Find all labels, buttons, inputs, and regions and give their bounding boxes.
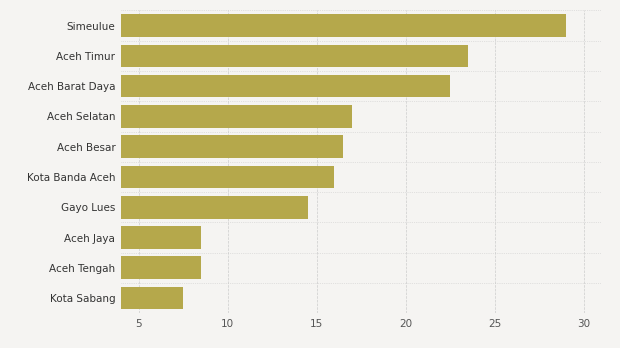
Bar — [50, 105, 352, 128]
Bar — [50, 287, 183, 309]
Bar — [50, 256, 201, 279]
Bar — [50, 226, 201, 249]
Bar — [50, 135, 343, 158]
Bar — [50, 196, 308, 219]
Bar — [50, 166, 334, 188]
Bar — [50, 14, 566, 37]
Bar — [50, 75, 450, 97]
Bar — [50, 45, 468, 67]
